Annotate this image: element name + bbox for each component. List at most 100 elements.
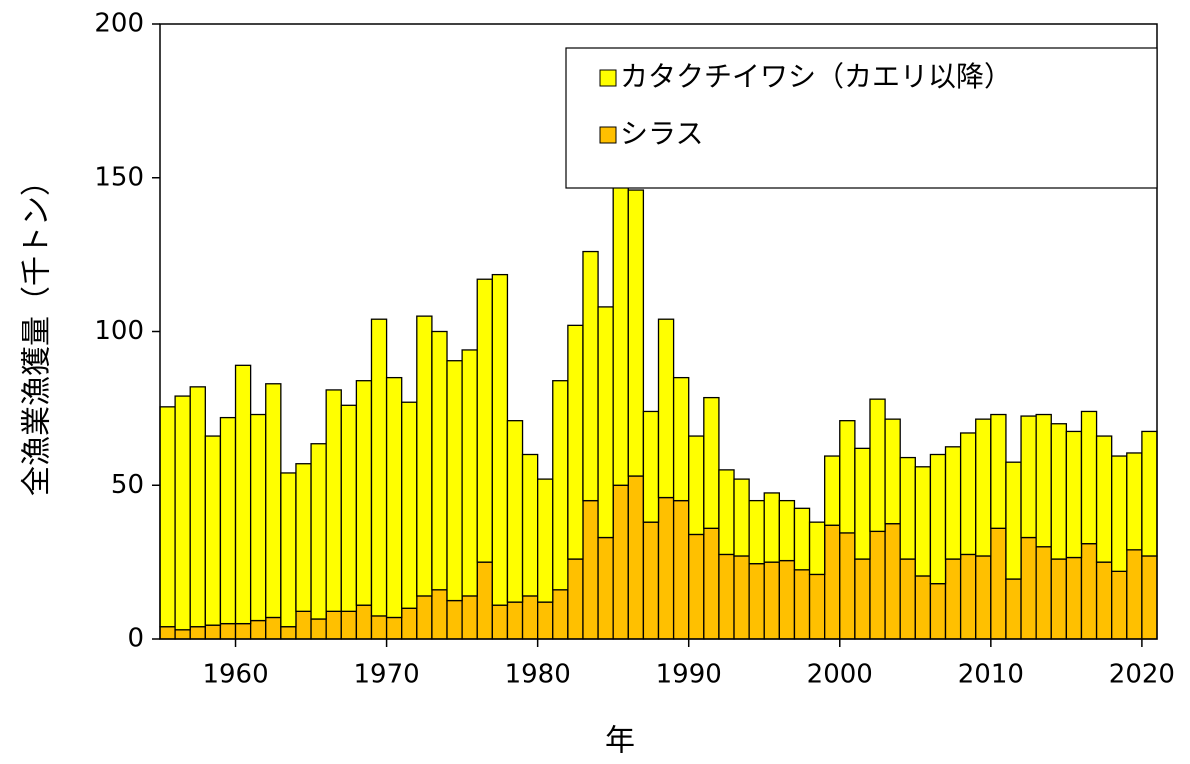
bar-segment xyxy=(763,492,780,563)
bar-segment xyxy=(506,420,524,603)
bar-segment xyxy=(854,447,871,560)
bar-segment xyxy=(431,589,448,640)
bar-segment xyxy=(1080,410,1098,545)
bar-segment xyxy=(401,607,418,640)
bar-segment xyxy=(234,364,252,625)
bar-segment xyxy=(733,478,750,557)
bar-segment xyxy=(793,569,811,640)
bar-segment xyxy=(597,536,614,640)
bar-segment xyxy=(174,629,191,640)
bar-segment xyxy=(748,499,765,565)
bar-segment xyxy=(975,418,992,557)
bar-segment xyxy=(491,604,509,640)
legend-swatch xyxy=(599,69,617,87)
bar-segment xyxy=(642,521,660,640)
y-tick-label: 100 xyxy=(94,316,144,346)
bar-segment xyxy=(688,533,705,640)
bar-segment xyxy=(370,615,388,640)
x-tick-label: 2000 xyxy=(807,660,873,690)
bar-segment xyxy=(476,561,493,640)
bar-segment xyxy=(1126,549,1143,640)
bar-segment xyxy=(914,575,932,640)
y-tick-label: 200 xyxy=(94,9,144,39)
bar-segment xyxy=(295,463,312,612)
bar-segment xyxy=(929,453,947,585)
bar-segment xyxy=(476,278,493,563)
bar-segment xyxy=(778,499,796,562)
bar-segment xyxy=(385,616,403,640)
bar-segment xyxy=(612,177,629,486)
bar-segment xyxy=(597,306,614,539)
bar-segment xyxy=(778,559,796,640)
bar-segment xyxy=(869,530,886,640)
bar-segment xyxy=(1050,423,1068,560)
bar-segment xyxy=(657,496,675,640)
bar-segment xyxy=(763,561,780,640)
bar-segment xyxy=(189,386,206,628)
bar-segment xyxy=(1095,435,1113,563)
bar-segment xyxy=(355,604,373,640)
bar-segment xyxy=(1065,556,1083,640)
bar-segment xyxy=(703,396,720,529)
bar-segment xyxy=(249,619,267,640)
bar-segment xyxy=(899,456,916,560)
bar-segment xyxy=(310,618,327,640)
bar-segment xyxy=(1005,578,1022,640)
bar-segment xyxy=(567,324,584,560)
bar-segment xyxy=(552,380,569,591)
bar-segment xyxy=(567,558,584,640)
bar-segment xyxy=(1111,570,1128,640)
bar-segment xyxy=(385,376,403,619)
bar-segment xyxy=(944,446,962,560)
bar-segment xyxy=(1020,536,1037,640)
bar-segment xyxy=(249,413,267,622)
bar-segment xyxy=(295,610,312,640)
y-tick-label: 150 xyxy=(94,162,144,192)
bar-segment xyxy=(808,521,826,576)
bar-segment xyxy=(491,273,509,606)
bar-segment xyxy=(990,527,1007,640)
bar-segment xyxy=(1005,461,1022,580)
bar-segment xyxy=(733,555,750,640)
bar-segment xyxy=(174,395,191,631)
bar-segment xyxy=(703,527,720,640)
bar-segment xyxy=(854,558,871,640)
bar-segment xyxy=(657,318,675,499)
bar-segment xyxy=(1126,452,1143,551)
bar-segment xyxy=(1065,430,1083,559)
bar-segment xyxy=(552,589,569,640)
y-axis-title: 全漁業漁獲量（千トン） xyxy=(20,166,55,496)
bar-segment xyxy=(718,469,735,556)
bar-segment xyxy=(627,475,645,640)
bar-segment xyxy=(718,553,735,640)
bar-segment xyxy=(521,595,539,640)
bar-segment xyxy=(869,398,886,533)
bar-segment xyxy=(884,523,901,640)
bar-segment xyxy=(355,380,373,606)
bar-segment xyxy=(884,418,901,525)
bar-segment xyxy=(340,404,358,612)
x-axis-title: 年 xyxy=(605,724,635,759)
bar-segment xyxy=(748,563,765,640)
bar-segment xyxy=(265,616,282,640)
legend-swatch xyxy=(599,126,617,144)
bar-segment xyxy=(159,406,176,628)
bar-segment xyxy=(325,610,342,640)
bar-segment xyxy=(1141,430,1158,557)
legend-box xyxy=(565,47,1158,189)
bar-segment xyxy=(959,432,977,556)
bar-segment xyxy=(446,599,463,640)
bar-segment xyxy=(1080,543,1098,640)
bar-segment xyxy=(1035,413,1052,548)
y-tick-label: 50 xyxy=(111,470,144,500)
bar-segment xyxy=(219,416,237,625)
x-tick-label: 1990 xyxy=(656,660,722,690)
bar-segment xyxy=(824,455,841,526)
bar-segment xyxy=(975,555,992,640)
bar-segment xyxy=(808,573,826,640)
bar-segment xyxy=(688,435,705,536)
bar-segment xyxy=(627,189,645,477)
bar-segment xyxy=(461,595,478,640)
bar-segment xyxy=(537,601,554,640)
